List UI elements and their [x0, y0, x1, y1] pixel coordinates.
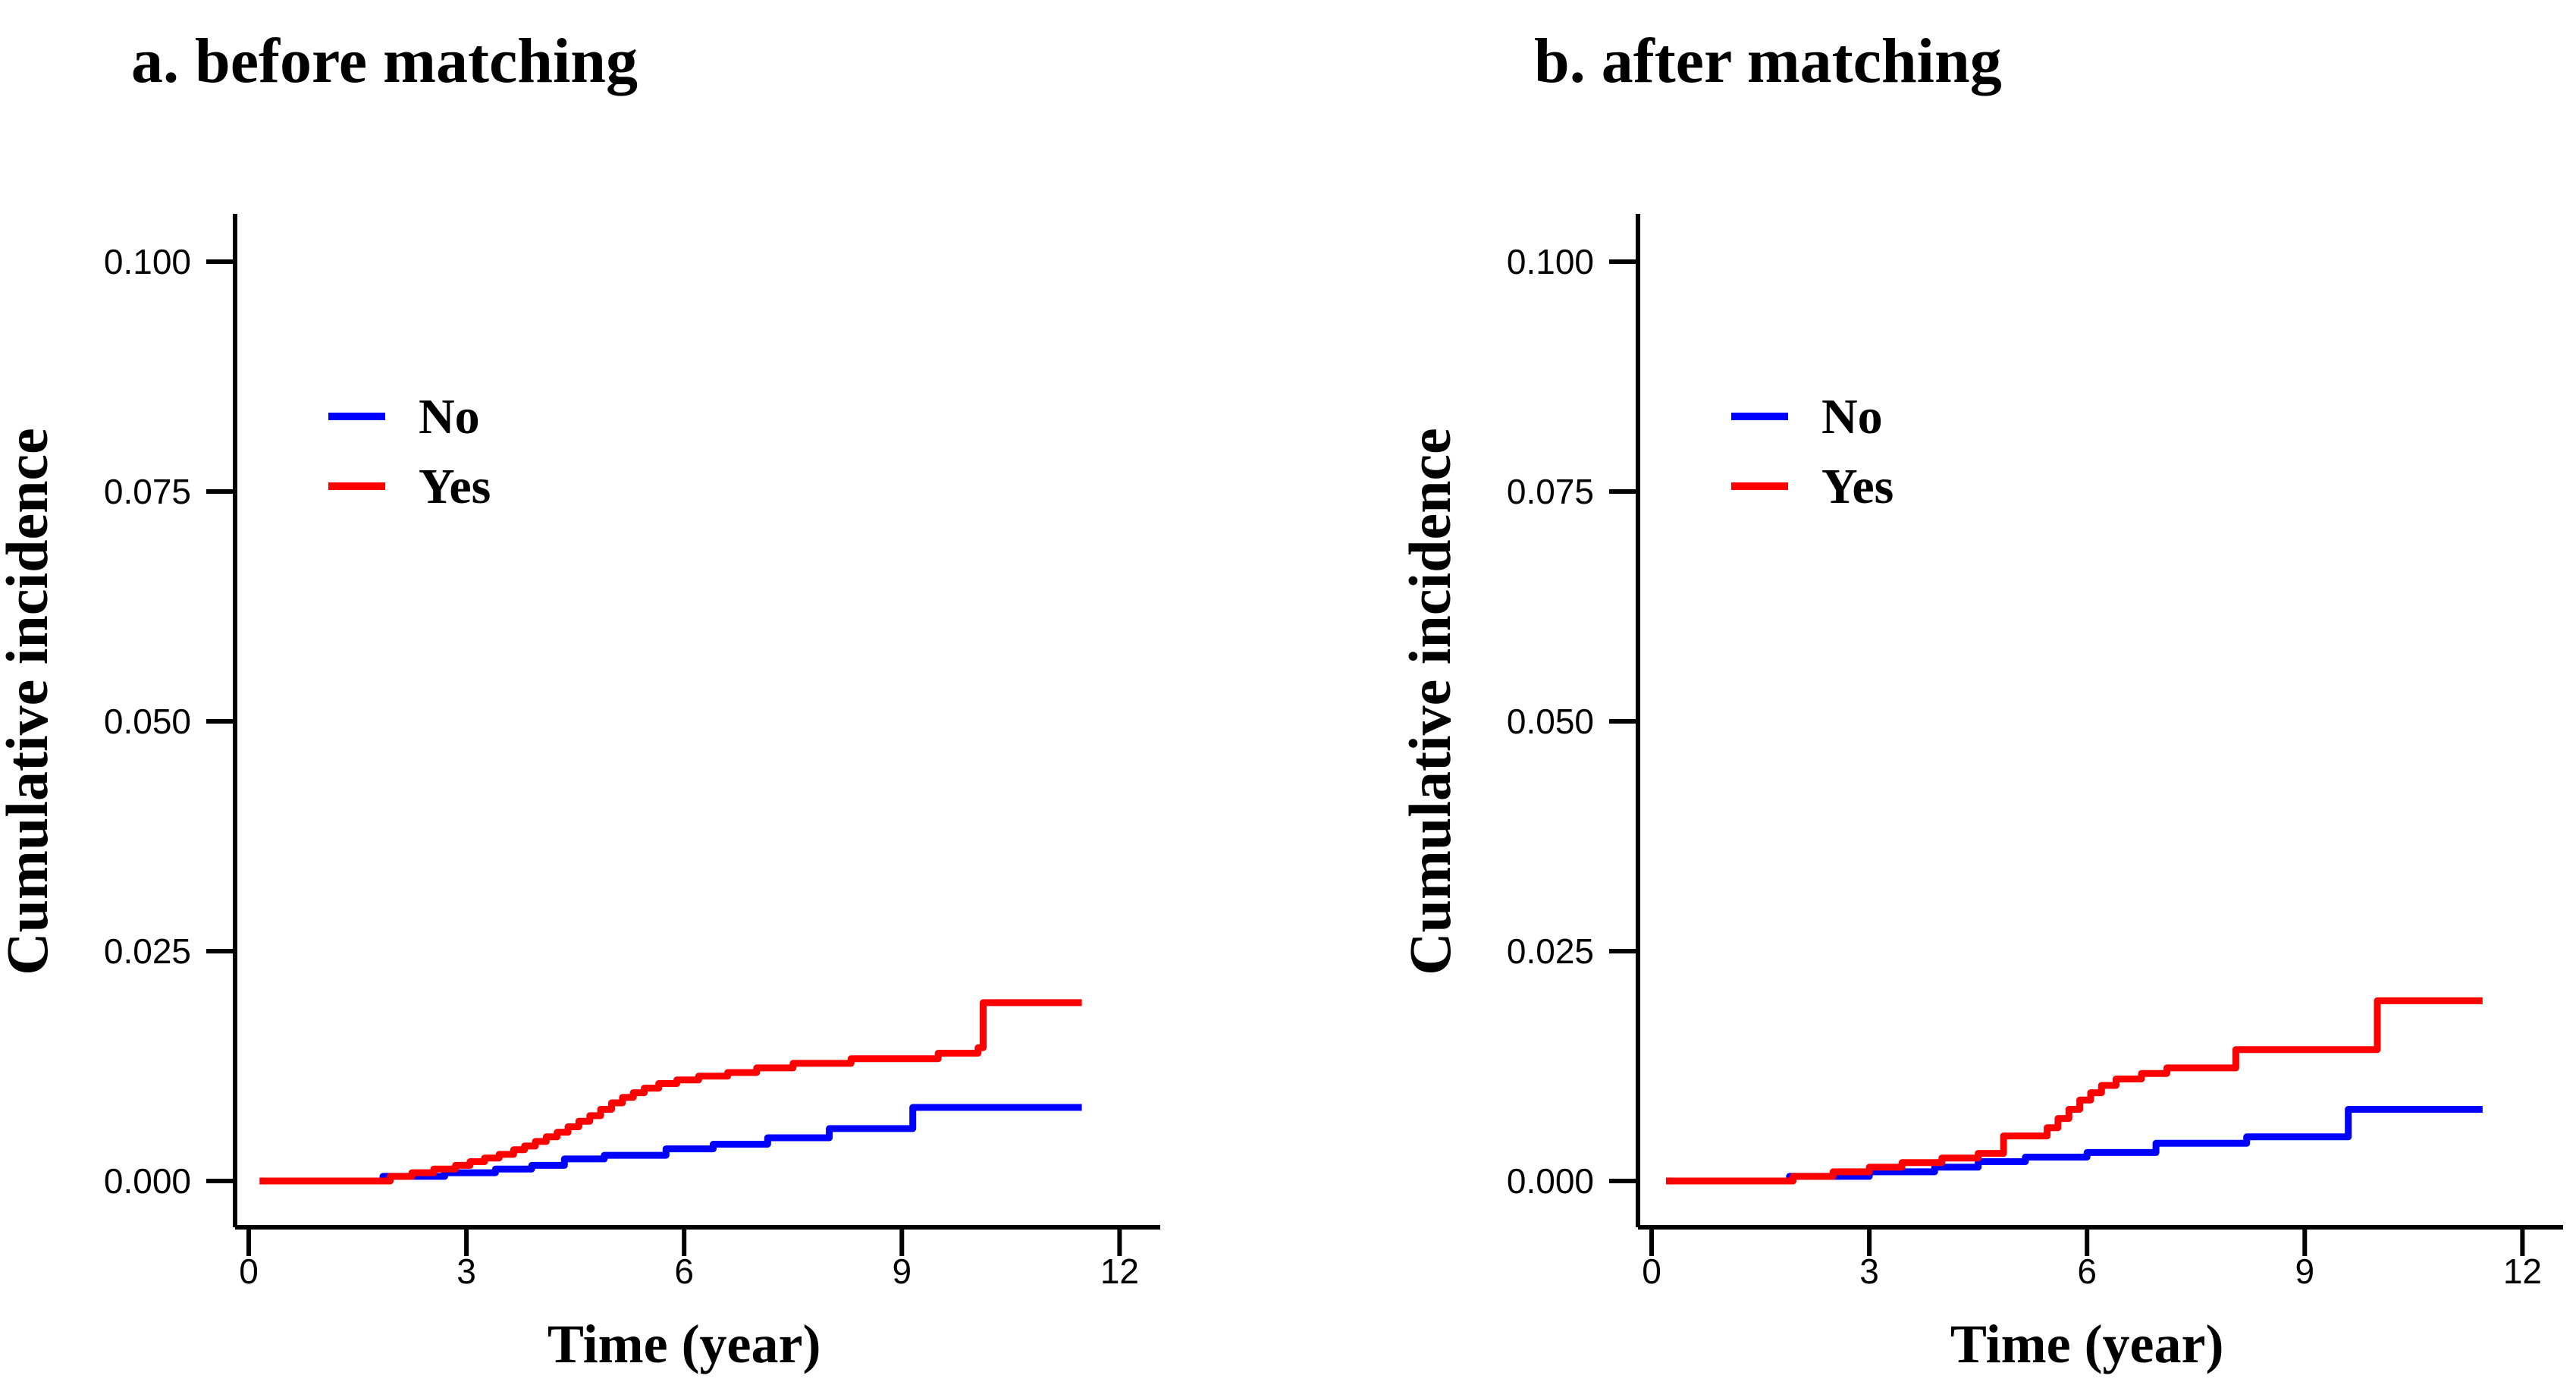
- panel-title-b: b. after matching: [1534, 26, 2002, 96]
- x-tick-label: 12: [2503, 1252, 2542, 1291]
- curve-yes-b: [1666, 997, 2483, 1185]
- legend-label-no: No: [419, 389, 480, 444]
- legend-label-yes: Yes: [419, 459, 491, 514]
- y-axis-title-b: Cumulative incidence: [1397, 428, 1463, 975]
- x-tick-label: 6: [2077, 1252, 2097, 1291]
- y-tick-label: 0.025: [1507, 931, 1594, 971]
- y-tick-label: 0.050: [1507, 702, 1594, 741]
- panel-a: a. before matching 0 3 6 9 12 0.000 0.025 0.050 0…: [0, 26, 1160, 1374]
- panel-b: b. after matching 0 3 6 9 12 0.000 0.025 0.050 0.…: [1397, 26, 2563, 1374]
- curve-no-a: [259, 1104, 1082, 1185]
- y-axis-title-a: Cumulative incidence: [0, 428, 60, 975]
- x-tick-label: 12: [1100, 1252, 1139, 1291]
- legend-label-no: No: [1821, 389, 1883, 444]
- y-tick-label: 0.100: [1507, 242, 1594, 281]
- x-tick-label: 9: [893, 1252, 912, 1291]
- y-tick-label: 0.075: [1507, 472, 1594, 511]
- curve-no-b: [1666, 1106, 2483, 1185]
- y-tick-label: 0.100: [104, 242, 191, 281]
- x-axis-title-a: Time (year): [548, 1314, 821, 1374]
- y-tick-label: 0.075: [104, 472, 191, 511]
- x-tick-label: 0: [239, 1252, 259, 1291]
- y-tick-label: 0.025: [104, 931, 191, 971]
- curve-yes-a: [259, 999, 1082, 1185]
- panel-title-a: a. before matching: [131, 26, 638, 96]
- x-tick-label: 9: [2295, 1252, 2315, 1291]
- y-tick-label: 0.000: [104, 1161, 191, 1201]
- legend-label-yes: Yes: [1821, 459, 1894, 514]
- x-tick-label: 3: [457, 1252, 476, 1291]
- y-tick-label: 0.050: [104, 702, 191, 741]
- x-tick-label: 3: [1859, 1252, 1879, 1291]
- y-tick-label: 0.000: [1507, 1161, 1594, 1201]
- x-tick-label: 0: [1642, 1252, 1661, 1291]
- x-tick-label: 6: [674, 1252, 694, 1291]
- x-axis-title-b: Time (year): [1950, 1314, 2224, 1374]
